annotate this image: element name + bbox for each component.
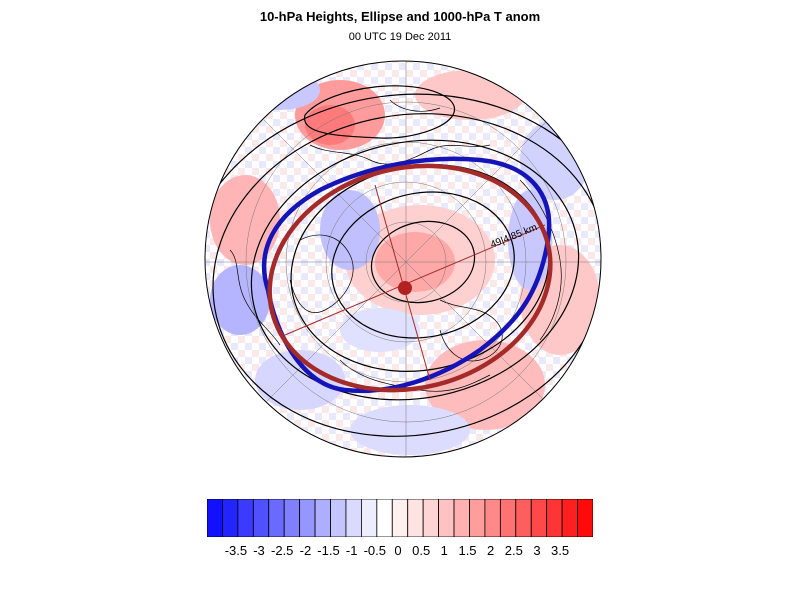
temperature-anomaly-field (205, 61, 601, 457)
colorbar-tick-label: 1 (440, 543, 448, 558)
colorbar-swatch (546, 499, 563, 537)
colorbar-swatch (453, 499, 470, 537)
colorbar-tick-label: 3 (533, 543, 541, 558)
colorbar-swatch (515, 499, 532, 537)
colorbar-swatch (499, 499, 517, 537)
plot-title: 10-hPa Heights, Ellipse and 1000-hPa T a… (259, 9, 541, 24)
colorbar-swatch (561, 499, 578, 537)
colorbar-swatch (360, 499, 378, 537)
colorbar-swatch (577, 499, 593, 537)
colorbar-swatch (314, 499, 331, 537)
colorbar-tick-label: -3.5 (224, 543, 248, 558)
colorbar-swatch (222, 499, 239, 537)
colorbar-tick-label: -2.5 (270, 543, 294, 558)
ellipse-major-axis (284, 224, 546, 336)
colorbar-swatch (530, 499, 548, 537)
colorbar-tick-label: 2.5 (504, 543, 523, 558)
colorbar-swatch (268, 499, 285, 537)
colorbar-swatch (345, 499, 362, 537)
colorbar-tick-label: -0.5 (363, 543, 386, 558)
colorbar-swatch (252, 499, 270, 537)
colorbar-swatch (376, 499, 393, 537)
colorbar-swatch (330, 499, 347, 537)
colorbar-swatch (283, 499, 301, 537)
colorbar-tick-labels: -3.5 -3 -2.5 -2 -1.5 -1 -0.5 0 0.5 1 1.5 2 2.5 3 3.5 (0, 543, 800, 563)
colorbar-tick-label: -1 (345, 543, 358, 558)
colorbar-tick-label: -1.5 (317, 543, 340, 558)
colorbar-swatch (438, 499, 455, 537)
colorbar-swatch (391, 499, 409, 537)
ellipse-center-marker (398, 281, 412, 295)
colorbar-swatch (237, 499, 254, 537)
plot-subtitle: 00 UTC 19 Dec 2011 (348, 31, 452, 43)
colorbar-swatch (469, 499, 486, 537)
colorbar-swatch (207, 499, 223, 537)
colorbar-tick-label: -2 (299, 543, 312, 558)
colorbar-tick-label: 0 (394, 543, 402, 558)
colorbar-tick-label: 3.5 (551, 543, 570, 558)
colorbar-tick-label: 0.5 (412, 543, 431, 558)
colorbar-swatch (484, 499, 501, 537)
colorbar-tick-label: -3 (253, 543, 265, 558)
colorbar (207, 499, 593, 537)
colorbar-tick-label: 2 (486, 543, 495, 558)
map-boundary (204, 60, 602, 458)
colorbar-tick-label: 1.5 (458, 543, 477, 558)
colorbar-swatch (407, 499, 424, 537)
colorbar-swatch (299, 499, 316, 537)
fitted-ellipse (267, 163, 553, 393)
colorbar-swatch (422, 499, 440, 537)
